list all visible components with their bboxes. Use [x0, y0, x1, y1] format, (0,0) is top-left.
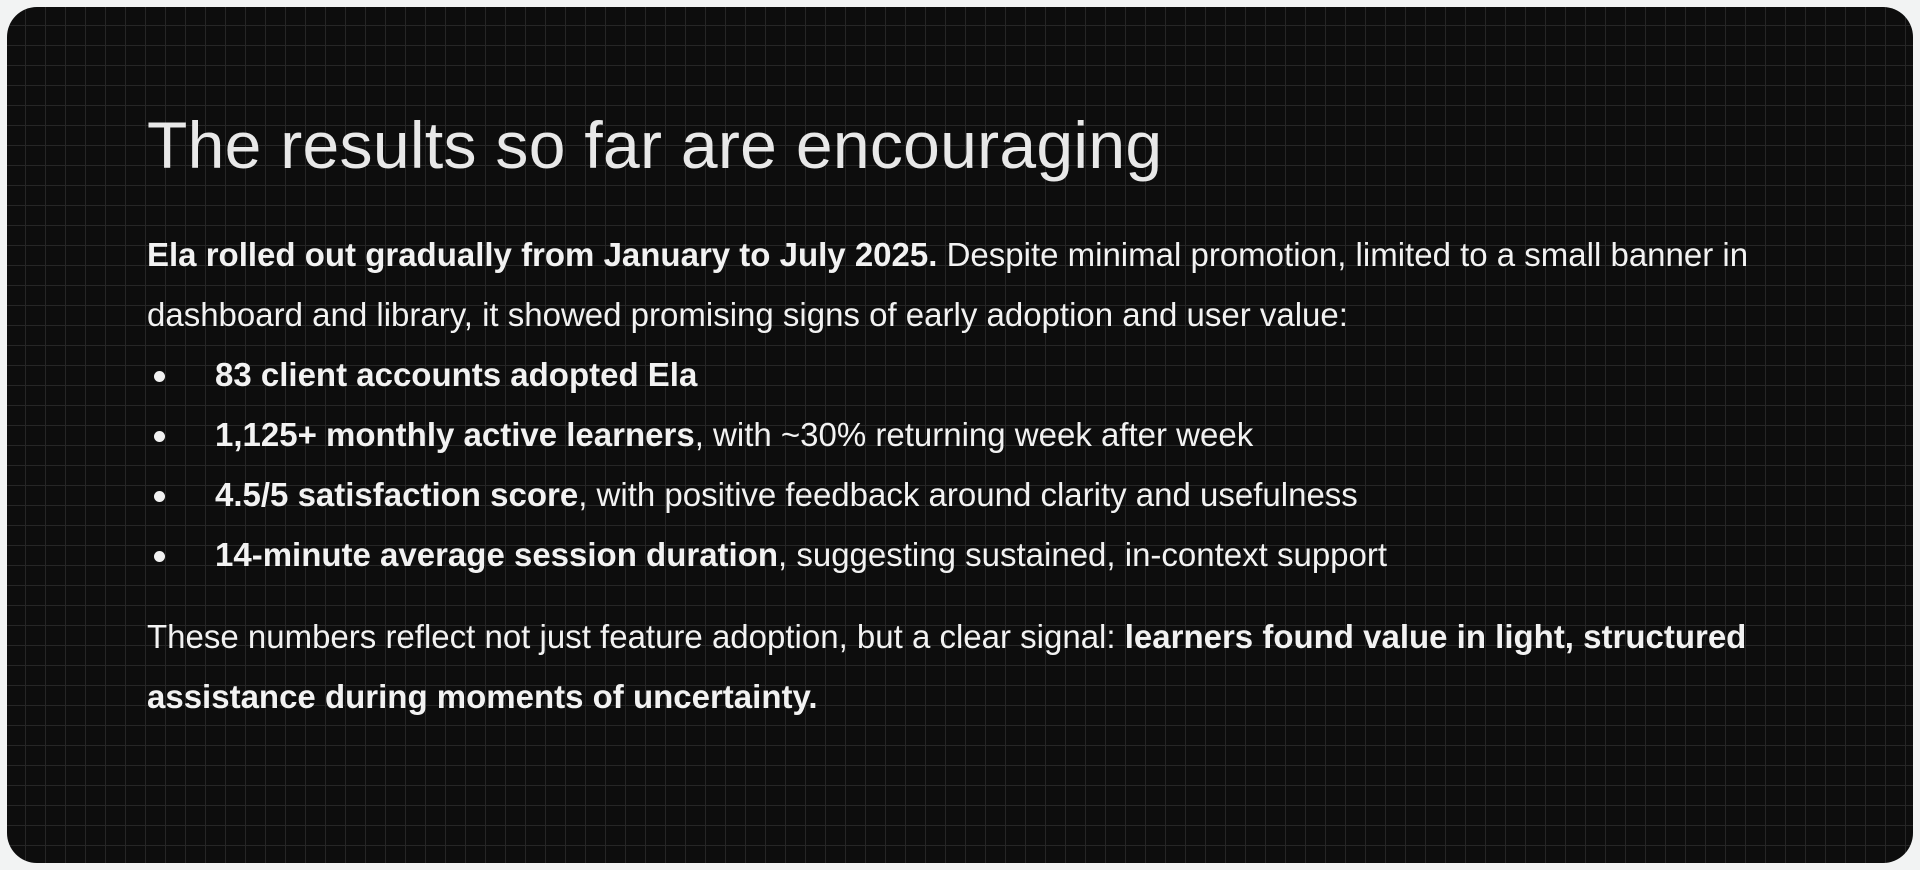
list-item-text: , suggesting sustained, in-context suppo… [778, 536, 1388, 573]
bullet-icon [154, 491, 165, 502]
list-item-text: , with ~30% returning week after week [694, 416, 1254, 453]
list-item: 1,125+ monthly active learners, with ~30… [147, 405, 1807, 465]
outro-bold: learners found value in light, structure… [147, 618, 1747, 715]
intro-text: Despite minimal promotion, limited to a … [147, 236, 1749, 333]
list-item: 14-minute average session duration, sugg… [147, 525, 1807, 585]
list-item-bold: 14-minute average session duration [215, 536, 779, 573]
results-list: 83 client accounts adopted Ela 1,125+ mo… [147, 345, 1807, 585]
intro-bold: Ela rolled out gradually from January to… [147, 236, 938, 273]
list-item-text: , with positive feedback around clarity … [578, 476, 1358, 513]
bullet-icon [154, 551, 165, 562]
list-item: 4.5/5 satisfaction score, with positive … [147, 465, 1807, 525]
outro-paragraph: These numbers reflect not just feature a… [147, 607, 1807, 727]
list-item-bold: 4.5/5 satisfaction score [215, 476, 579, 513]
list-item-bold: 1,125+ monthly active learners [215, 416, 695, 453]
outro-text: These numbers reflect not just feature a… [147, 618, 1125, 655]
content: The results so far are encouraging Ela r… [147, 99, 1807, 727]
intro-paragraph: Ela rolled out gradually from January to… [147, 225, 1807, 345]
bullet-icon [154, 431, 165, 442]
list-item: 83 client accounts adopted Ela [147, 345, 1807, 405]
results-card: The results so far are encouraging Ela r… [7, 7, 1913, 863]
list-item-bold: 83 client accounts adopted Ela [215, 356, 698, 393]
bullet-icon [154, 371, 165, 382]
section-title: The results so far are encouraging [147, 108, 1163, 182]
